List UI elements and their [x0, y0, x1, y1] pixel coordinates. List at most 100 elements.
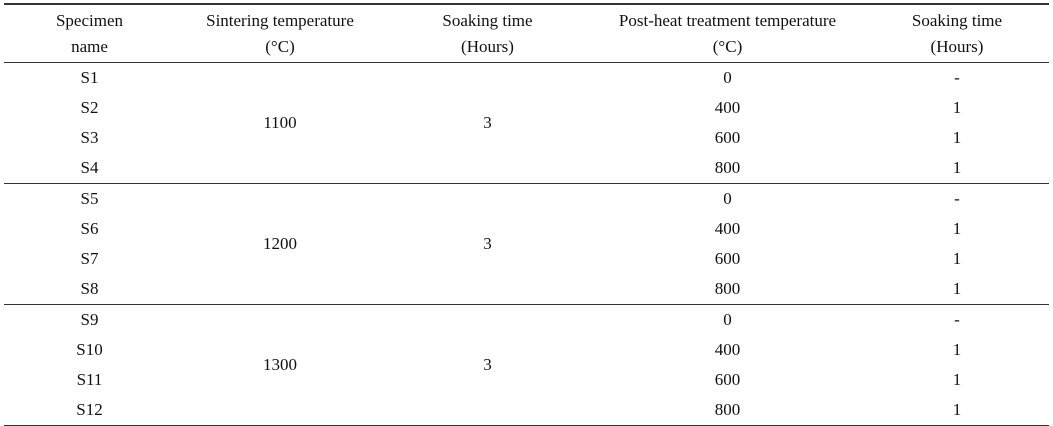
post-soak-cell: 1: [865, 365, 1049, 395]
table-row: S5 1200 3 0 -: [4, 184, 1049, 253]
sintering-cell-text: 1300: [263, 355, 297, 374]
header-row: Specimen name Sintering temperature (°C) Soa…: [4, 4, 1049, 63]
post-heat-cell: 400: [590, 214, 865, 244]
specimen-cell: S10: [4, 335, 175, 365]
post-soak-cell-text: 1: [952, 279, 962, 298]
header-text: (°C): [712, 36, 743, 56]
post-heat-cell: 600: [590, 244, 865, 274]
soaking-cell-text: 3: [483, 234, 492, 253]
post-heat-cell: 800: [590, 395, 865, 426]
post-soak-cell: 1: [865, 93, 1049, 123]
header-text: Soaking time: [442, 10, 533, 30]
post-soak-cell: -: [865, 184, 1049, 215]
post-heat-cell-text: 600: [714, 370, 741, 389]
post-soak-cell-text: 1: [952, 400, 962, 419]
specimen-cell: S6: [4, 214, 175, 244]
post-heat-cell: 400: [590, 93, 865, 123]
table-row: S3 600 1: [4, 123, 1049, 153]
post-heat-cell: 800: [590, 274, 865, 305]
specimen-cell-text: S4: [80, 158, 99, 177]
table-row: S9 1300 3 0 -: [4, 305, 1049, 374]
specimen-cell-text: S7: [80, 249, 99, 268]
post-soak-cell-text: -: [954, 310, 960, 329]
post-heat-cell-text: 0: [723, 68, 732, 87]
table-row: S1 1100 3 0 -: [4, 63, 1049, 132]
sintering-cell-text: 1100: [263, 113, 297, 132]
post-heat-cell-text: 800: [714, 158, 741, 177]
post-soak-cell-text: -: [954, 189, 960, 208]
specimen-cell-text: S3: [80, 128, 99, 147]
sintering-cell: 1100: [175, 63, 385, 184]
sintering-cell: 1200: [175, 184, 385, 305]
soaking-cell-text: 3: [483, 355, 492, 374]
post-soak-cell-text: 1: [952, 249, 962, 268]
post-heat-cell-text: 400: [714, 219, 741, 238]
post-soak-cell: -: [865, 305, 1049, 336]
post-heat-cell: 600: [590, 123, 865, 153]
specimen-cell: S4: [4, 153, 175, 184]
specimen-cell: S8: [4, 274, 175, 305]
specimen-cell-text: S10: [76, 340, 103, 359]
specimen-cell-text: S1: [80, 68, 99, 87]
post-heat-cell: 0: [590, 305, 865, 336]
table-row: S11 600 1: [4, 365, 1049, 395]
post-soak-cell-text: -: [954, 68, 960, 87]
soaking-cell-text: 3: [483, 113, 492, 132]
post-soak-cell: 1: [865, 153, 1049, 184]
post-heat-cell-text: 0: [723, 310, 732, 329]
header-text: (Hours): [461, 36, 514, 56]
post-soak-cell-text: 1: [952, 98, 962, 117]
header-cell: Post-heat treatment temperature (°C): [590, 4, 865, 63]
table-row: S10 400 1: [4, 335, 1049, 365]
specimen-cell-text: S6: [80, 219, 99, 238]
specimen-cell: S2: [4, 93, 175, 123]
specimen-cell: S5: [4, 184, 175, 215]
header-cell: Soaking time (Hours): [385, 4, 590, 63]
specimen-cell-text: S8: [80, 279, 99, 298]
specimen-cell: S9: [4, 305, 175, 336]
sintering-cell: 1300: [175, 305, 385, 426]
soaking-cell: 3: [385, 184, 590, 305]
post-heat-cell-text: 400: [714, 98, 741, 117]
specimen-cell: S1: [4, 63, 175, 94]
table-row: S2 400 1: [4, 93, 1049, 123]
header-cell: Soaking time (Hours): [865, 4, 1049, 63]
header-text: Soaking time: [911, 10, 1003, 30]
soaking-cell: 3: [385, 63, 590, 184]
post-heat-cell: 400: [590, 335, 865, 365]
post-heat-cell-text: 0: [723, 189, 732, 208]
specimen-cell-text: S9: [80, 310, 99, 329]
post-soak-cell: 1: [865, 335, 1049, 365]
post-heat-cell: 600: [590, 365, 865, 395]
specimen-cell-text: S12: [76, 400, 103, 419]
post-soak-cell: 1: [865, 244, 1049, 274]
post-heat-cell-text: 600: [714, 249, 741, 268]
post-soak-cell-text: 1: [952, 219, 962, 238]
post-soak-cell-text: 1: [952, 340, 962, 359]
post-heat-cell-text: 800: [714, 279, 741, 298]
specimen-cell-text: S5: [80, 189, 99, 208]
post-heat-cell-text: 600: [714, 128, 741, 147]
table-row: S6 400 1: [4, 214, 1049, 244]
post-soak-cell-text: 1: [952, 158, 962, 177]
specimen-cell: S11: [4, 365, 175, 395]
header-text: Specimen: [55, 10, 124, 30]
post-heat-cell-text: 400: [714, 340, 741, 359]
sintering-cell-text: 1200: [263, 234, 297, 253]
post-soak-cell: 1: [865, 123, 1049, 153]
specimen-cell-text: S2: [80, 98, 99, 117]
post-soak-cell: 1: [865, 395, 1049, 426]
post-soak-cell: 1: [865, 274, 1049, 305]
header-cell: Specimen name: [4, 4, 175, 63]
table-header: Specimen name Sintering temperature (°C) Soa…: [4, 4, 1049, 63]
post-soak-cell-text: 1: [952, 128, 962, 147]
specimen-cell: S12: [4, 395, 175, 426]
post-soak-cell-text: 1: [952, 370, 962, 389]
header-text: Post-heat treatment temperature: [618, 10, 837, 30]
post-heat-cell-text: 800: [714, 400, 741, 419]
post-soak-cell: 1: [865, 214, 1049, 244]
specimen-cell: S3: [4, 123, 175, 153]
table-body: S1 1100 3 0 - S2 400 1 S3 600 1 S4 800 1 S5 1200 3 0 - S6 40…: [4, 63, 1049, 426]
specimen-cell-text: S11: [76, 370, 103, 389]
